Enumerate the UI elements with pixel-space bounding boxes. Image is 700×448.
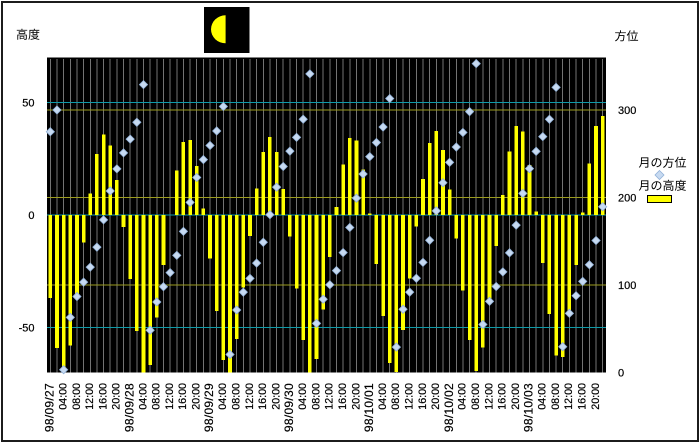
svg-text:16:00: 16:00	[97, 383, 109, 410]
svg-text:16:00: 16:00	[257, 383, 269, 410]
svg-text:98/09/27: 98/09/27	[43, 383, 57, 432]
svg-text:12:00: 12:00	[84, 383, 96, 410]
svg-text:0: 0	[28, 210, 34, 222]
svg-text:20:00: 20:00	[590, 383, 602, 410]
svg-text:20:00: 20:00	[191, 383, 203, 410]
svg-text:98/10/01: 98/10/01	[362, 383, 376, 432]
svg-text:04:00: 04:00	[137, 383, 149, 410]
svg-text:12:00: 12:00	[324, 383, 336, 410]
svg-text:200: 200	[618, 193, 636, 205]
svg-text:-50: -50	[19, 323, 35, 335]
svg-text:04:00: 04:00	[57, 383, 69, 410]
svg-text:100: 100	[618, 280, 636, 292]
svg-text:12:00: 12:00	[483, 383, 495, 410]
svg-text:98/09/28: 98/09/28	[122, 383, 136, 432]
svg-text:08:00: 08:00	[310, 383, 322, 410]
svg-text:08:00: 08:00	[470, 383, 482, 410]
svg-text:98/10/02: 98/10/02	[442, 383, 456, 432]
svg-text:20:00: 20:00	[430, 383, 442, 410]
svg-text:08:00: 08:00	[71, 383, 83, 410]
svg-text:98/09/30: 98/09/30	[282, 383, 296, 432]
svg-text:04:00: 04:00	[297, 383, 309, 410]
svg-text:04:00: 04:00	[377, 383, 389, 410]
svg-text:04:00: 04:00	[457, 383, 469, 410]
svg-text:12:00: 12:00	[404, 383, 416, 410]
svg-text:16:00: 16:00	[577, 383, 589, 410]
svg-text:20:00: 20:00	[350, 383, 362, 410]
svg-text:50: 50	[22, 98, 34, 110]
svg-text:20:00: 20:00	[510, 383, 522, 410]
svg-text:12:00: 12:00	[563, 383, 575, 410]
svg-text:16:00: 16:00	[337, 383, 349, 410]
svg-text:16:00: 16:00	[417, 383, 429, 410]
svg-text:12:00: 12:00	[164, 383, 176, 410]
svg-text:04:00: 04:00	[217, 383, 229, 410]
svg-text:16:00: 16:00	[497, 383, 509, 410]
svg-text:04:00: 04:00	[537, 383, 549, 410]
svg-text:98/10/03: 98/10/03	[522, 383, 536, 432]
svg-text:08:00: 08:00	[390, 383, 402, 410]
svg-text:16:00: 16:00	[177, 383, 189, 410]
svg-text:20:00: 20:00	[111, 383, 123, 410]
svg-text:98/09/29: 98/09/29	[202, 383, 216, 432]
svg-text:08:00: 08:00	[151, 383, 163, 410]
svg-text:300: 300	[618, 105, 636, 117]
svg-text:12:00: 12:00	[244, 383, 256, 410]
svg-text:08:00: 08:00	[550, 383, 562, 410]
svg-text:08:00: 08:00	[230, 383, 242, 410]
svg-text:0: 0	[618, 368, 624, 380]
svg-text:20:00: 20:00	[270, 383, 282, 410]
